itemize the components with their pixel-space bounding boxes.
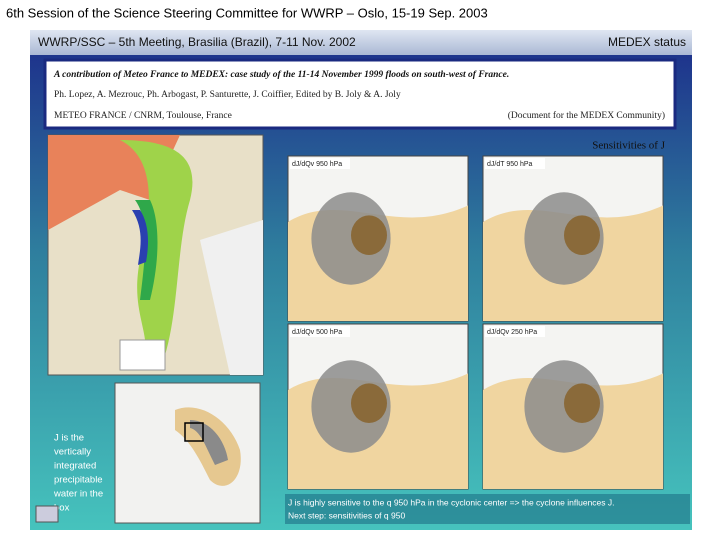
panel-label: dJ/dQv 250 hPa [487, 329, 537, 336]
nav-icon[interactable] [35, 505, 59, 523]
panel-label-bg [290, 158, 350, 169]
info-note: (Document for the MEDEX Community) [508, 110, 665, 121]
caption-bg [285, 494, 690, 524]
info-affiliation: METEO FRANCE / CNRM, Toulouse, France [54, 111, 232, 121]
j-note-line: integrated [54, 461, 96, 472]
slide-header-bar [30, 30, 692, 55]
panel-label-bg [290, 326, 350, 337]
sensitivities-title: Sensitivities of J [592, 140, 665, 152]
j-note-line: precipitable [54, 475, 103, 486]
info-box [43, 58, 677, 130]
panel-shading [351, 215, 387, 255]
panel-shading [311, 192, 391, 285]
panel-label: dJ/dQv 950 hPa [292, 161, 342, 168]
panel-shading [524, 192, 604, 285]
slide-header-right: MEDEX status [608, 35, 686, 49]
info-line: Ph. Lopez, A. Mezrouc, Ph. Arbogast, P. … [54, 89, 401, 100]
box-map [114, 382, 261, 524]
panel-label-bg [485, 158, 545, 169]
page-title: 6th Session of the Science Steering Comm… [6, 5, 488, 20]
caption-line: Next step: sensitivities of q 950 [288, 510, 405, 520]
sensitivity-panels: dJ/dQv 950 hPa dJ/dT 950 hPa dJ/dQv 500 hP… [287, 155, 664, 490]
panel-shading [351, 383, 387, 424]
panel-label-bg [485, 326, 545, 337]
panel-label: dJ/dQv 500 hPa [292, 329, 342, 336]
info-line: A contribution of Meteo France to MEDEX:… [53, 70, 509, 80]
panel-shading [524, 360, 604, 453]
caption-line: J is highly sensitive to the q 950 hPa i… [288, 497, 615, 507]
slide-header-left: WWRP/SSC – 5th Meeting, Brasilia (Brazil… [38, 35, 356, 49]
panel-shading [311, 360, 391, 453]
j-note-line: water in the [53, 489, 103, 500]
panel-label: dJ/dT 950 hPa [487, 161, 533, 168]
j-note-line: vertically [54, 447, 91, 458]
precip-map [47, 134, 264, 376]
j-note-line: J is the [54, 433, 84, 444]
j-note-line: box [54, 503, 70, 514]
panel-shading [564, 215, 600, 255]
panel-shading [564, 383, 600, 424]
